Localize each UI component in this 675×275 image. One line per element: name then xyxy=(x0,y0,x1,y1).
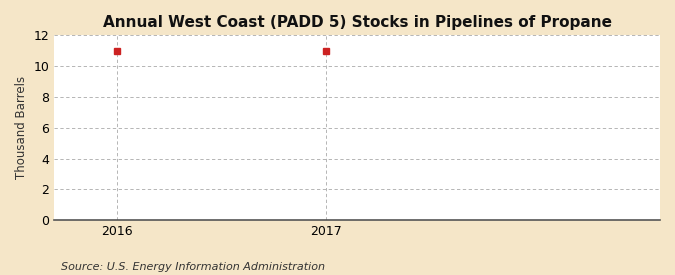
Y-axis label: Thousand Barrels: Thousand Barrels xyxy=(15,76,28,179)
Title: Annual West Coast (PADD 5) Stocks in Pipelines of Propane: Annual West Coast (PADD 5) Stocks in Pip… xyxy=(103,15,612,30)
Text: Source: U.S. Energy Information Administration: Source: U.S. Energy Information Administ… xyxy=(61,262,325,271)
